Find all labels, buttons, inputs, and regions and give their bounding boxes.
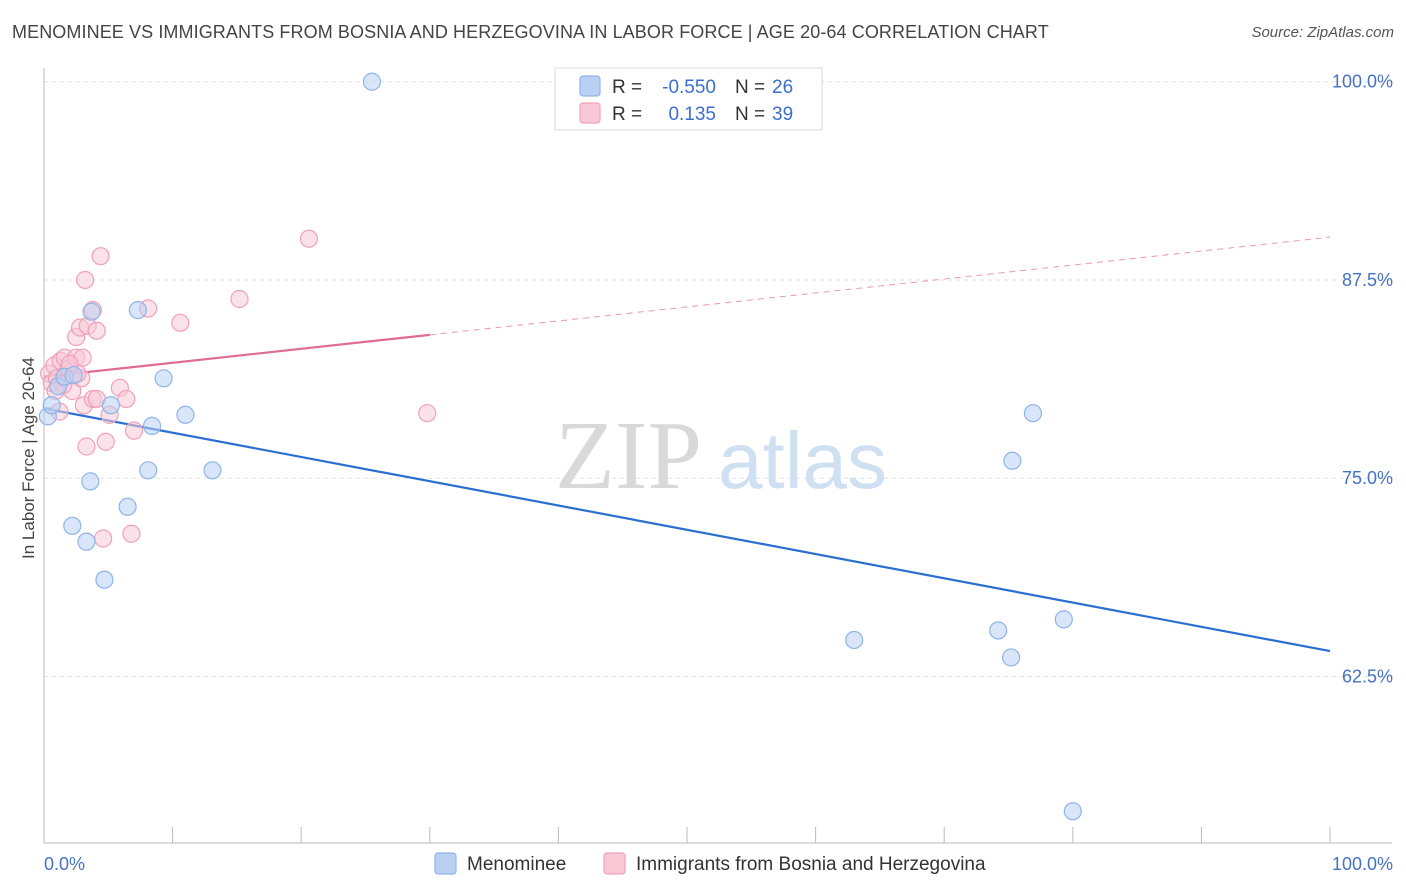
point-menominee-5 bbox=[101, 396, 120, 415]
point-menominee-17 bbox=[95, 570, 114, 589]
bottom-legend-swatch-bosnia bbox=[603, 852, 626, 875]
point-bosnia-26 bbox=[76, 270, 95, 290]
x-tick-labels: 0.0% 100.0% bbox=[44, 854, 1393, 874]
point-bosnia-16 bbox=[117, 389, 136, 409]
legend: R = -0.550 N = 26 R = 0.135 N = 39 bbox=[554, 67, 823, 131]
point-menominee-23 bbox=[989, 621, 1008, 640]
watermark-atlas: atlas bbox=[718, 416, 887, 505]
point-menominee-25 bbox=[1063, 802, 1082, 821]
trend-line-1-solid bbox=[43, 333, 430, 378]
legend-n-label-menominee: N = bbox=[735, 77, 765, 98]
axes bbox=[43, 68, 1392, 844]
legend-r-value-bosnia: 0.135 bbox=[668, 104, 716, 125]
legend-r-label-bosnia: R = bbox=[612, 104, 642, 125]
point-bosnia-29 bbox=[299, 229, 319, 248]
point-menominee-19 bbox=[1003, 451, 1022, 470]
point-bosnia-23 bbox=[87, 321, 106, 340]
source-label: Source: ZipAtlas.com bbox=[1251, 24, 1394, 41]
legend-swatch-menominee bbox=[579, 75, 601, 97]
point-bosnia-31 bbox=[77, 437, 96, 456]
legend-n-value-menominee: 26 bbox=[772, 77, 793, 98]
trend-lines bbox=[43, 236, 1331, 653]
bottom-legend-label-menominee: Menominee bbox=[467, 854, 566, 875]
chart-title: MENOMINEE VS IMMIGRANTS FROM BOSNIA AND … bbox=[12, 22, 1049, 42]
point-bosnia-18 bbox=[96, 432, 115, 451]
legend-r-value-menominee: -0.550 bbox=[662, 77, 716, 98]
point-bosnia-33 bbox=[122, 524, 141, 543]
trend-line-1-dashed bbox=[429, 236, 1331, 336]
point-menominee-20 bbox=[1023, 404, 1043, 423]
y-axis-label: In Labor Force | Age 20-64 bbox=[19, 357, 38, 559]
legend-n-value-bosnia: 39 bbox=[772, 104, 793, 125]
x-tick-label-0: 0.0% bbox=[44, 854, 85, 874]
point-menominee-22 bbox=[845, 630, 864, 650]
legend-r-label-menominee: R = bbox=[612, 77, 642, 98]
point-bosnia-17 bbox=[124, 421, 144, 440]
trend-line-0 bbox=[43, 407, 1331, 653]
point-bosnia-30 bbox=[418, 404, 437, 423]
point-menominee-1 bbox=[42, 396, 61, 415]
point-menominee-10 bbox=[154, 369, 173, 388]
point-menominee-18 bbox=[362, 72, 382, 91]
point-menominee-21 bbox=[1054, 610, 1073, 629]
y-tick-label-1: 87.5% bbox=[1342, 270, 1393, 290]
data-points bbox=[38, 72, 1082, 821]
point-menominee-13 bbox=[81, 472, 100, 491]
grid-lines bbox=[44, 81, 1392, 677]
point-menominee-11 bbox=[139, 461, 158, 480]
point-bosnia-32 bbox=[94, 529, 113, 548]
bottom-legend: Menominee Immigrants from Bosnia and Her… bbox=[434, 852, 986, 875]
watermark-zip: ZIP bbox=[555, 402, 702, 510]
y-tick-label-0: 100.0% bbox=[1332, 72, 1393, 92]
point-menominee-8 bbox=[176, 405, 195, 424]
point-bosnia-28 bbox=[230, 289, 249, 309]
x-tick-label-1: 100.0% bbox=[1332, 854, 1393, 874]
legend-swatch-bosnia bbox=[579, 102, 601, 124]
bottom-legend-swatch-menominee bbox=[434, 852, 457, 875]
bottom-legend-label-bosnia: Immigrants from Bosnia and Herzegovina bbox=[636, 854, 986, 875]
watermark: ZIP atlas bbox=[555, 402, 887, 510]
point-menominee-14 bbox=[118, 497, 137, 516]
point-menominee-7 bbox=[142, 416, 162, 435]
y-tick-label-3: 62.5% bbox=[1342, 666, 1393, 686]
point-menominee-12 bbox=[203, 461, 222, 480]
point-menominee-9 bbox=[128, 301, 147, 320]
y-tick-labels: 100.0% 87.5% 75.0% 62.5% bbox=[1332, 72, 1393, 687]
point-menominee-4 bbox=[64, 366, 83, 385]
legend-n-label-bosnia: N = bbox=[735, 104, 765, 125]
y-tick-label-2: 75.0% bbox=[1342, 468, 1393, 488]
point-menominee-16 bbox=[77, 532, 96, 551]
point-menominee-24 bbox=[1001, 648, 1021, 667]
point-bosnia-27 bbox=[91, 247, 110, 266]
point-bosnia-25 bbox=[171, 313, 190, 332]
point-menominee-15 bbox=[63, 516, 82, 535]
point-menominee-6 bbox=[82, 302, 101, 321]
